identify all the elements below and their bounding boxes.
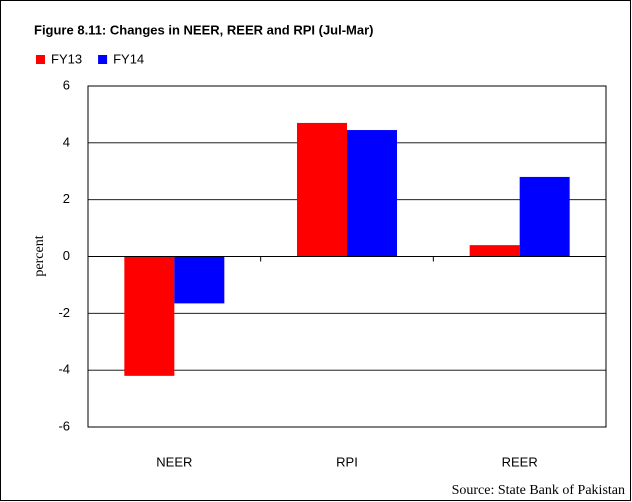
legend-swatch (36, 55, 45, 64)
x-tick-label: NEER (156, 454, 192, 469)
y-tick-label: -6 (58, 418, 70, 433)
bar (347, 130, 397, 257)
bar (519, 176, 570, 257)
y-tick-label: 0 (63, 248, 70, 263)
y-tick-label: 4 (63, 134, 70, 149)
legend-swatch (98, 55, 108, 64)
chart-title: Figure 8.11: Changes in NEER, REER and R… (34, 22, 374, 37)
y-tick-label: -2 (58, 305, 70, 320)
legend-label: FY13 (51, 51, 82, 66)
source: Source: State Bank of Pakistan (452, 483, 625, 498)
bar (297, 122, 347, 257)
bar (469, 245, 520, 257)
y-tick-label: -4 (58, 362, 70, 377)
bar (124, 256, 175, 376)
y-tick-label: 2 (63, 191, 70, 206)
x-tick-label: RPI (336, 454, 358, 469)
x-tick-label: REER (502, 454, 538, 469)
legend-label: FY14 (113, 51, 144, 66)
y-axis-label: percent (32, 235, 47, 276)
y-tick-label: 6 (63, 77, 70, 92)
bar (174, 256, 225, 304)
